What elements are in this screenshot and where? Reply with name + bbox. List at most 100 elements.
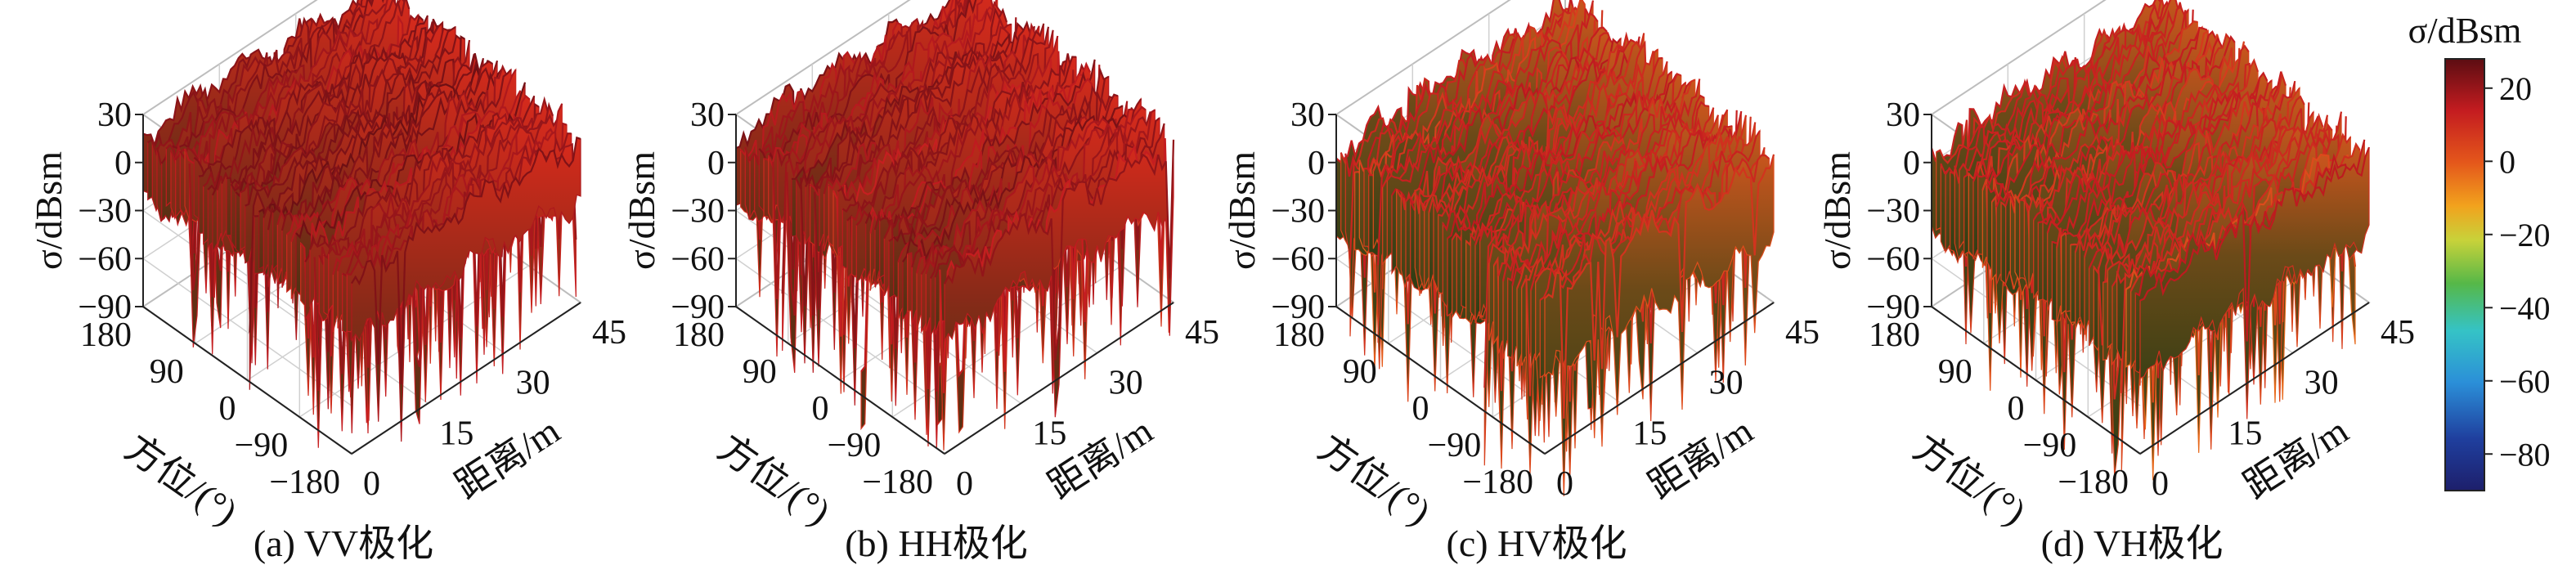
azimuth-tick-label: −90	[1428, 427, 1482, 464]
azimuth-axis-line	[1931, 306, 2141, 455]
z-tick-label: −90	[78, 289, 132, 326]
z-tick-label: 0	[1308, 145, 1325, 182]
z-tick-label: −90	[1866, 289, 1920, 326]
surface-crest	[805, 20, 1036, 316]
surface-crest	[837, 60, 1068, 312]
colorbar-title: σ/dBsm	[2408, 11, 2522, 51]
range-tick-label: 30	[516, 365, 550, 402]
range-axis-line	[2139, 302, 2370, 455]
surface-crest	[2097, 114, 2329, 362]
z-tick-label: 0	[114, 145, 132, 182]
z-tick-label: −30	[1866, 193, 1920, 231]
surface-crest	[240, 39, 471, 307]
azimuth-tick-label: 0	[812, 390, 829, 428]
z-tick-label: −90	[671, 289, 725, 326]
colorbar-gradient	[2444, 58, 2485, 491]
azimuth-tick-label: −90	[235, 427, 289, 464]
surface	[1930, 0, 2371, 481]
panel-caption: (b) HH极化	[845, 522, 1028, 564]
azimuth-tick-label: 90	[150, 353, 184, 391]
z-axis-title: σ/dBsm	[621, 151, 662, 270]
surface-crest	[1968, 20, 2198, 249]
surface-crest	[336, 122, 568, 368]
panel-caption: (d) VH极化	[2041, 522, 2224, 564]
range-tick-label: 45	[1185, 314, 1219, 352]
surface-crest	[258, 60, 489, 230]
z-axis-title: σ/dBsm	[1221, 151, 1263, 270]
azimuth-tick-label: −180	[269, 464, 340, 501]
surface-crest	[2120, 132, 2352, 393]
panel-caption: (a) VV极化	[254, 522, 433, 564]
surface-crest	[216, 20, 447, 308]
surface-crest	[767, 0, 998, 273]
azimuth-axis-line	[1335, 306, 1546, 455]
azimuth-tick-label: −180	[1462, 464, 1533, 501]
z-tick-label: −90	[1271, 289, 1325, 326]
azimuth-axis-line	[142, 306, 352, 455]
azimuth-tick-label: −90	[828, 427, 882, 464]
colorbar-tick-label: −40	[2499, 289, 2551, 326]
z-axis-title: σ/dBsm	[1816, 151, 1858, 270]
colorbar-tick-label: −20	[2499, 217, 2551, 253]
z-tick-label: 30	[690, 96, 725, 134]
surface-crest	[855, 63, 1087, 302]
range-axis-line	[1544, 302, 1775, 455]
surface-crest	[1405, 38, 1636, 258]
z-tick-label: 30	[97, 96, 132, 134]
range-tick-label: 30	[2304, 365, 2339, 402]
azimuth-tick-label: 180	[1869, 316, 1920, 354]
surface-crest	[2139, 146, 2371, 342]
surface-crest	[147, 0, 377, 160]
z-tick-label: −60	[671, 240, 725, 278]
z-tick-label: −30	[78, 193, 132, 231]
range-tick-label: 30	[1709, 365, 1744, 402]
colorbar: σ/dBsm 20 0 −20 −40 −60 −80	[2408, 11, 2551, 491]
surface	[735, 0, 1175, 451]
range-tick-label: 30	[1109, 365, 1143, 402]
surface-crest	[272, 68, 503, 235]
range-tick-label: 45	[2381, 314, 2415, 352]
z-tick-label: −60	[1271, 240, 1325, 278]
surface-crest	[939, 138, 1170, 393]
range-axis-line	[351, 302, 581, 455]
surface-crest	[2027, 58, 2260, 337]
range-tick-label: 45	[592, 314, 626, 352]
range-tick-label: 15	[1032, 415, 1066, 452]
azimuth-axis-line	[735, 306, 945, 455]
z-tick-label: 30	[1886, 96, 1920, 134]
range-tick-label: 15	[1632, 415, 1667, 452]
range-axis-line	[944, 302, 1174, 455]
azimuth-axis-title: 方位/(°)	[711, 427, 837, 533]
surface-crest	[1438, 61, 1668, 307]
z-tick-label: −60	[78, 240, 132, 278]
azimuth-tick-label: 180	[1273, 316, 1325, 354]
azimuth-tick-label: 90	[1343, 353, 1377, 391]
panel-caption: (c) HV极化	[1447, 522, 1627, 564]
surface-crest	[1483, 107, 1715, 388]
colorbar-tick-label: −60	[2499, 363, 2551, 400]
z-axis-title: σ/dBsm	[28, 151, 70, 270]
surface-crest	[212, 25, 442, 247]
azimuth-tick-label: 180	[673, 316, 725, 354]
azimuth-tick-label: 90	[743, 353, 777, 391]
azimuth-tick-label: −180	[2058, 464, 2129, 501]
azimuth-tick-label: 90	[1938, 353, 1972, 391]
surface	[1335, 0, 1775, 496]
range-tick-label: 0	[2152, 465, 2169, 503]
azimuth-axis-title: 方位/(°)	[1906, 427, 2033, 533]
surface-crest	[280, 69, 512, 283]
range-tick-label: 45	[1785, 314, 1820, 352]
azimuth-tick-label: 0	[2008, 390, 2025, 428]
surface-crest	[1409, 36, 1640, 214]
surface-crest	[1386, 36, 1617, 257]
surface-crest	[221, 27, 451, 312]
surface-crest	[1972, 26, 2203, 190]
azimuth-tick-label: 0	[1412, 390, 1429, 428]
azimuth-axis-title: 方位/(°)	[118, 427, 245, 533]
surface-crest	[2103, 123, 2333, 400]
z-tick-label: −30	[1271, 193, 1325, 231]
surface-crest	[1474, 94, 1705, 248]
